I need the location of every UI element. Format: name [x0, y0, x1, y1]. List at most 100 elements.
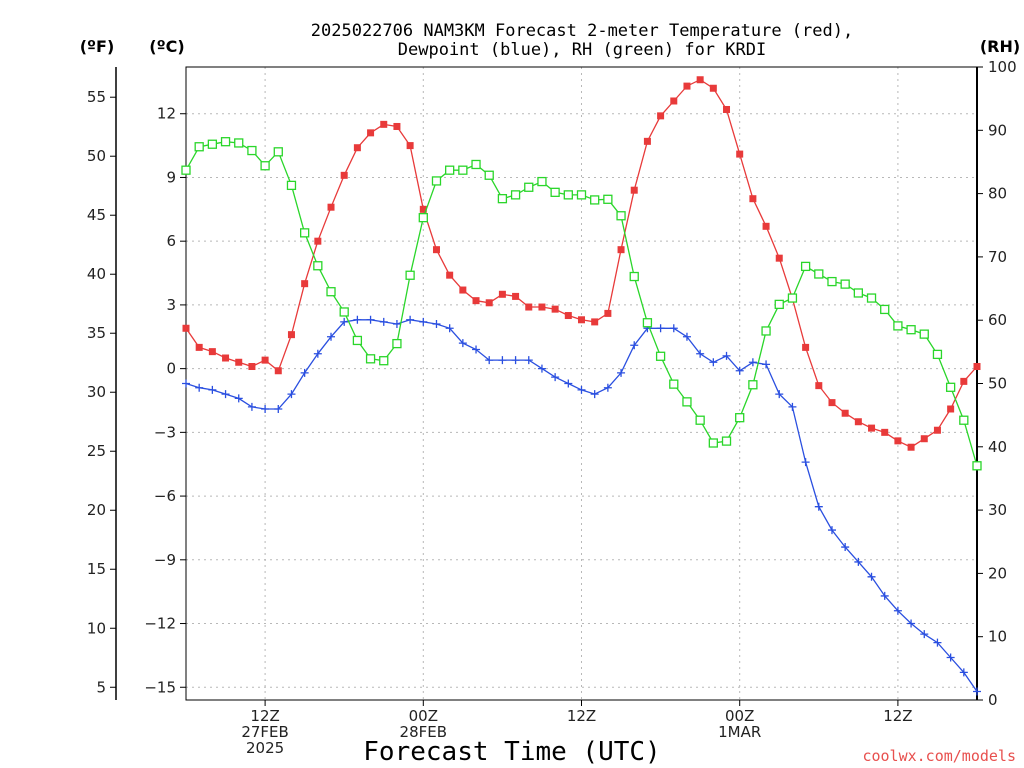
chart-subtitle: Dewpoint (blue), RH (green) for KRDI: [398, 40, 766, 60]
dewpoint-point: [827, 526, 836, 535]
rh-tick-label: 70: [988, 248, 1007, 266]
dewpoint-point: [498, 356, 507, 365]
temperature-point: [854, 418, 862, 426]
dewpoint-point: [564, 379, 573, 388]
temperature-point: [525, 303, 533, 311]
dewpoint-point: [327, 332, 336, 341]
temperature-point: [868, 424, 876, 432]
temperature-point: [657, 112, 665, 120]
credit-text: coolwx.com/models: [862, 747, 1016, 765]
temperature-point: [287, 331, 295, 339]
rh-point: [814, 269, 824, 279]
fahrenheit-tick-label: 30: [87, 383, 106, 401]
temperature-point: [419, 205, 427, 213]
dewpoint-point: [524, 356, 533, 365]
temperature-point: [841, 409, 849, 417]
rh-point: [735, 413, 745, 423]
temperature-point: [208, 348, 216, 356]
temperature-point: [222, 354, 230, 362]
temperature-point: [630, 186, 638, 194]
dewpoint-point: [696, 349, 705, 358]
temperature-point: [894, 437, 902, 445]
rh-point: [352, 335, 363, 346]
rh-point: [405, 270, 415, 280]
dewpoint-point: [537, 364, 546, 373]
x-tick-label: 00Z: [409, 707, 438, 725]
rh-tick-label: 80: [988, 185, 1007, 203]
dewpoint-series: [182, 315, 981, 696]
rh-point: [906, 325, 916, 335]
x-tick-label: 27FEB: [241, 723, 288, 741]
dewpoint-point: [933, 638, 942, 647]
dewpoint-point: [511, 356, 520, 365]
dewpoint-point: [221, 390, 230, 399]
rh-point: [972, 461, 982, 471]
temperature-point: [446, 271, 454, 279]
dewpoint-point: [880, 591, 889, 600]
rh-point: [458, 165, 468, 175]
temperature-point: [907, 443, 915, 451]
dewpoint-point: [854, 557, 863, 566]
dewpoint-point: [682, 332, 691, 341]
dewpoint-point: [973, 687, 981, 696]
dewpoint-point: [419, 317, 428, 326]
data-series: [181, 76, 982, 696]
temperature-point: [551, 305, 559, 313]
temperature-point: [933, 426, 941, 434]
x-tick-label: 2025: [246, 739, 284, 757]
rh-point: [932, 349, 943, 360]
rh-point: [379, 356, 389, 366]
celsius-tick-label: 3: [166, 296, 176, 314]
dewpoint-point: [630, 341, 639, 350]
dewpoint-point: [406, 315, 415, 324]
rh-point: [590, 195, 600, 205]
temperature-point: [775, 254, 783, 262]
celsius-tick-label: −15: [144, 678, 176, 696]
temperature-point: [393, 122, 401, 130]
dewpoint-point: [300, 368, 309, 377]
rh-point: [748, 380, 758, 390]
temperature-point: [762, 222, 770, 230]
rh-point: [840, 279, 850, 289]
rh-point: [721, 436, 732, 446]
rh-tick-label: 0: [988, 691, 998, 709]
rh-tick-label: 40: [988, 438, 1007, 456]
fahrenheit-tick-label: 35: [87, 324, 106, 342]
dewpoint-point: [867, 572, 876, 581]
rh-point: [787, 293, 798, 303]
temperature-point: [736, 150, 744, 158]
temperature-point: [182, 324, 190, 332]
celsius-tick-label: −12: [144, 615, 176, 633]
temperature-point: [235, 358, 243, 366]
dewpoint-point: [551, 373, 560, 382]
rh-point: [550, 187, 560, 197]
rh-point: [669, 379, 679, 389]
temperature-point: [670, 97, 678, 105]
x-tick-label: 12Z: [883, 707, 912, 725]
temperature-point: [498, 290, 506, 298]
dewpoint-point: [722, 351, 731, 360]
dewpoint-point: [445, 324, 454, 333]
rh-point: [194, 142, 204, 152]
dewpoint-point: [946, 653, 955, 662]
temperature-point: [472, 297, 480, 305]
temperature-point: [301, 280, 309, 288]
rh-point: [471, 159, 481, 170]
rh-tick-label: 90: [988, 121, 1007, 139]
dewpoint-point: [366, 315, 375, 324]
rh-point: [484, 170, 494, 180]
celsius-tick-label: −3: [154, 423, 176, 441]
rh-point: [959, 415, 969, 425]
rh-tick-label: 50: [988, 375, 1007, 393]
dewpoint-point: [748, 358, 757, 367]
dewpoint-point: [234, 394, 243, 403]
celsius-tick-label: 6: [166, 232, 176, 250]
rh-point: [286, 180, 297, 191]
dewpoint-point: [762, 360, 771, 369]
rh-point: [431, 176, 442, 186]
rh-point: [866, 293, 877, 303]
temperature-point: [604, 309, 612, 317]
dewpoint-point: [907, 619, 916, 628]
rh-point: [563, 190, 573, 200]
